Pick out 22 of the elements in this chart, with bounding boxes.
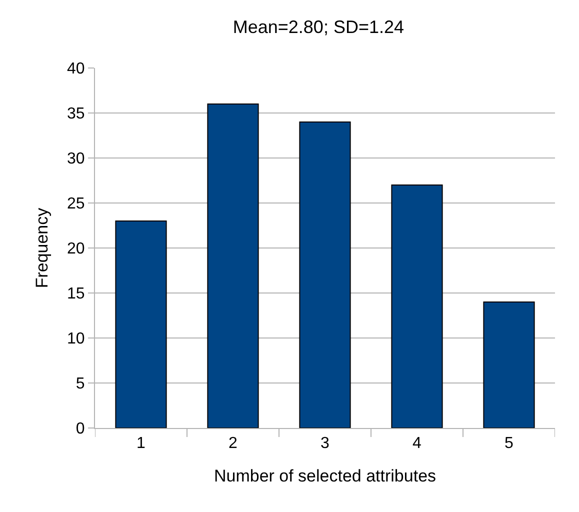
y-tick-label: 40 [67,60,85,78]
chart-title: Mean=2.80; SD=1.24 [232,17,404,38]
x-tick-label: 5 [504,435,514,452]
x-tick-label: 1 [136,435,146,452]
y-tick-label: 25 [67,196,85,213]
y-axis-title: Frequency [32,207,52,288]
y-tick-label: 10 [67,330,85,348]
x-tick-label: 2 [228,435,238,452]
x-tick-label: 4 [412,435,422,452]
y-tick-label: 15 [67,286,85,303]
y-tick-label: 30 [67,150,85,168]
y-tick-label: 35 [67,106,85,123]
y-tick-label: 20 [67,240,85,258]
bar [299,122,351,428]
x-axis-title: Number of selected attributes [214,466,436,486]
y-tick-label: 0 [76,420,85,438]
bar [115,220,167,428]
y-tick-label: 5 [76,376,85,393]
bar [483,302,535,428]
bar [391,184,443,428]
x-tick-label: 3 [320,435,330,452]
bar [207,104,259,428]
